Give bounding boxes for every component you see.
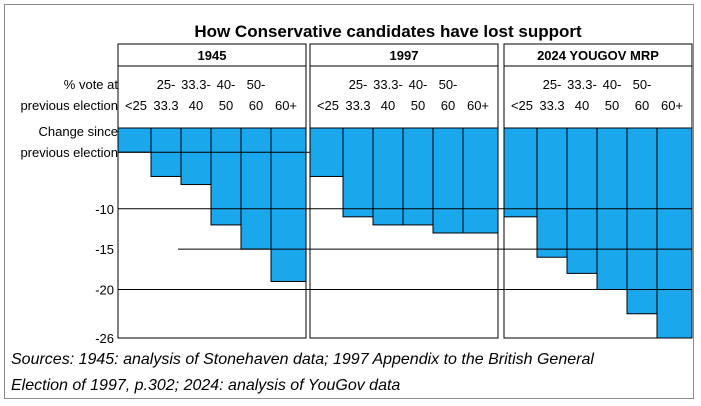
category-label-top: 25- xyxy=(543,77,562,92)
category-label: <25 xyxy=(125,98,147,113)
category-label: 50 xyxy=(219,98,233,113)
y-tick-label: -20 xyxy=(95,283,114,298)
category-label-top: 33.3- xyxy=(567,77,597,92)
bar-33.3-40 xyxy=(566,127,598,274)
bar-40-50 xyxy=(402,127,434,226)
category-label: 60+ xyxy=(275,98,297,113)
bar-50-60 xyxy=(432,127,464,234)
y-tick-label: -10 xyxy=(95,202,114,217)
category-label-top: 40- xyxy=(409,77,428,92)
category-label-top: 33.3- xyxy=(181,77,211,92)
category-label: 50 xyxy=(605,98,619,113)
category-label-top: 25- xyxy=(157,77,176,92)
category-label-top: 33.3- xyxy=(373,77,403,92)
category-label-top: 40- xyxy=(603,77,622,92)
gridlines xyxy=(118,151,692,291)
bar-<25 xyxy=(117,127,152,153)
y-tick-label: -15 xyxy=(95,242,114,257)
bar-60+ xyxy=(462,127,499,234)
category-label: 33.3 xyxy=(153,98,178,113)
category-label-top: 50- xyxy=(439,77,458,92)
bar-33.3-40 xyxy=(372,127,404,226)
left-labels: % vote at previous election Change since pr… xyxy=(20,77,118,160)
bar-50-60 xyxy=(240,127,272,250)
bar-40-50 xyxy=(210,127,242,226)
panel-3: 2024 YOUGOV MRP <25 25- 33.333.3- 40 40- 50 50-… xyxy=(503,43,693,339)
y-axis-label-line-1: Change since xyxy=(39,124,119,139)
bar-25-33.3 xyxy=(536,127,568,258)
category-label: 60 xyxy=(635,98,649,113)
sources-line-1: Sources: 1945: analysis of Stonehaven da… xyxy=(11,351,594,368)
row-label-line-2: previous election xyxy=(20,98,118,113)
category-label: 40 xyxy=(381,98,395,113)
category-label: 33.3 xyxy=(345,98,370,113)
category-label: 60+ xyxy=(467,98,489,113)
y-axis-label-line-2: previous election xyxy=(20,145,118,160)
y-tick-labels: -10 -15 -20 -26 xyxy=(95,202,114,346)
category-label: 33.3 xyxy=(539,98,564,113)
panel-title: 1997 xyxy=(390,48,419,63)
panel-1: 1945 <25 25- 33.333.3- 40 40- 50 50- 60 60+ xyxy=(117,43,307,339)
category-label: 60 xyxy=(249,98,263,113)
chart-title: How Conservative candidates have lost su… xyxy=(194,22,582,41)
row-label-line-1: % vote at xyxy=(64,77,119,92)
panel-title: 1945 xyxy=(198,48,227,63)
panel-2: 1997 <25 25- 33.333.3- 40 40- 50 50- 60 60+ xyxy=(309,43,499,339)
sources-line-2: Election of 1997, p.302; 2024: analysis … xyxy=(11,377,400,394)
category-label: <25 xyxy=(511,98,533,113)
category-label-top: 25- xyxy=(349,77,368,92)
category-label: 50 xyxy=(411,98,425,113)
category-label: 40 xyxy=(189,98,203,113)
bar-<25 xyxy=(503,127,538,218)
category-label: <25 xyxy=(317,98,339,113)
bar-33.3-40 xyxy=(180,127,212,186)
category-label: 60 xyxy=(441,98,455,113)
y-tick-label: -26 xyxy=(95,331,114,346)
category-label-top: 50- xyxy=(247,77,266,92)
panel-title: 2024 YOUGOV MRP xyxy=(537,48,659,63)
category-label: 40 xyxy=(575,98,589,113)
bar-60+ xyxy=(270,127,307,282)
bar-60+ xyxy=(656,127,693,339)
bar-50-60 xyxy=(626,127,658,315)
category-label-top: 50- xyxy=(633,77,652,92)
bar-<25 xyxy=(309,127,344,177)
category-label-top: 40- xyxy=(217,77,236,92)
category-label: 60+ xyxy=(661,98,683,113)
bar-25-33.3 xyxy=(342,127,374,218)
